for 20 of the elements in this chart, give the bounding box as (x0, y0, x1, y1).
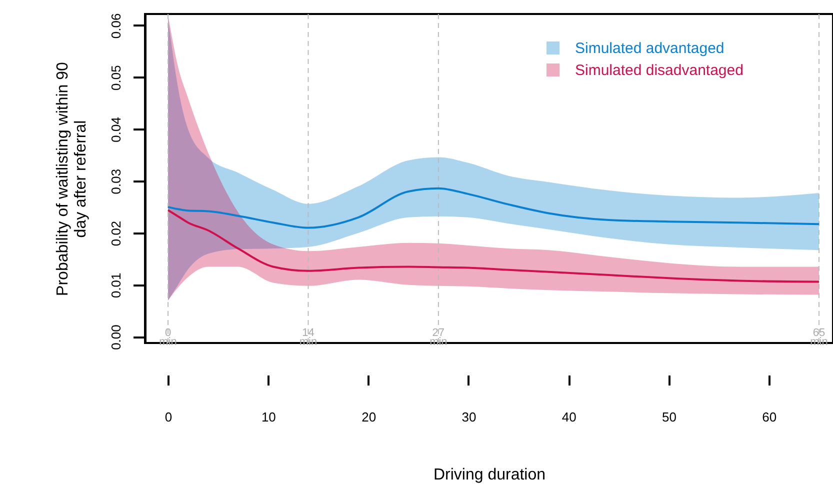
y-tick-label: 0.05 (108, 65, 124, 90)
x-tick-label: 0 (164, 410, 172, 424)
y-tick-label: 0.03 (108, 168, 124, 194)
y-tick-label: 0.04 (108, 117, 124, 142)
y-tick-label: 0.01 (108, 272, 124, 298)
y-tick-label: 0.06 (108, 13, 124, 39)
legend-label: Simulated disadvantaged (575, 62, 744, 79)
x-tick-label: 20 (362, 410, 376, 424)
x-axis-title: Driving duration (433, 466, 546, 484)
line-series (167, 187, 820, 229)
legend-label: Simulated advantaged (575, 40, 724, 57)
y-tick-label: 0.02 (108, 220, 124, 246)
x-tick-label: 10 (261, 410, 276, 424)
x-tick-label: 30 (462, 410, 476, 424)
x-tick-label: 40 (562, 410, 576, 424)
y-tick-label: 0.00 (108, 324, 124, 350)
x-tick-label: 60 (762, 410, 777, 424)
line-series (167, 209, 820, 283)
y-axis-title: Probability of waitlisting within 90 day after referral (54, 62, 90, 296)
x-tick-label: 50 (662, 410, 676, 424)
